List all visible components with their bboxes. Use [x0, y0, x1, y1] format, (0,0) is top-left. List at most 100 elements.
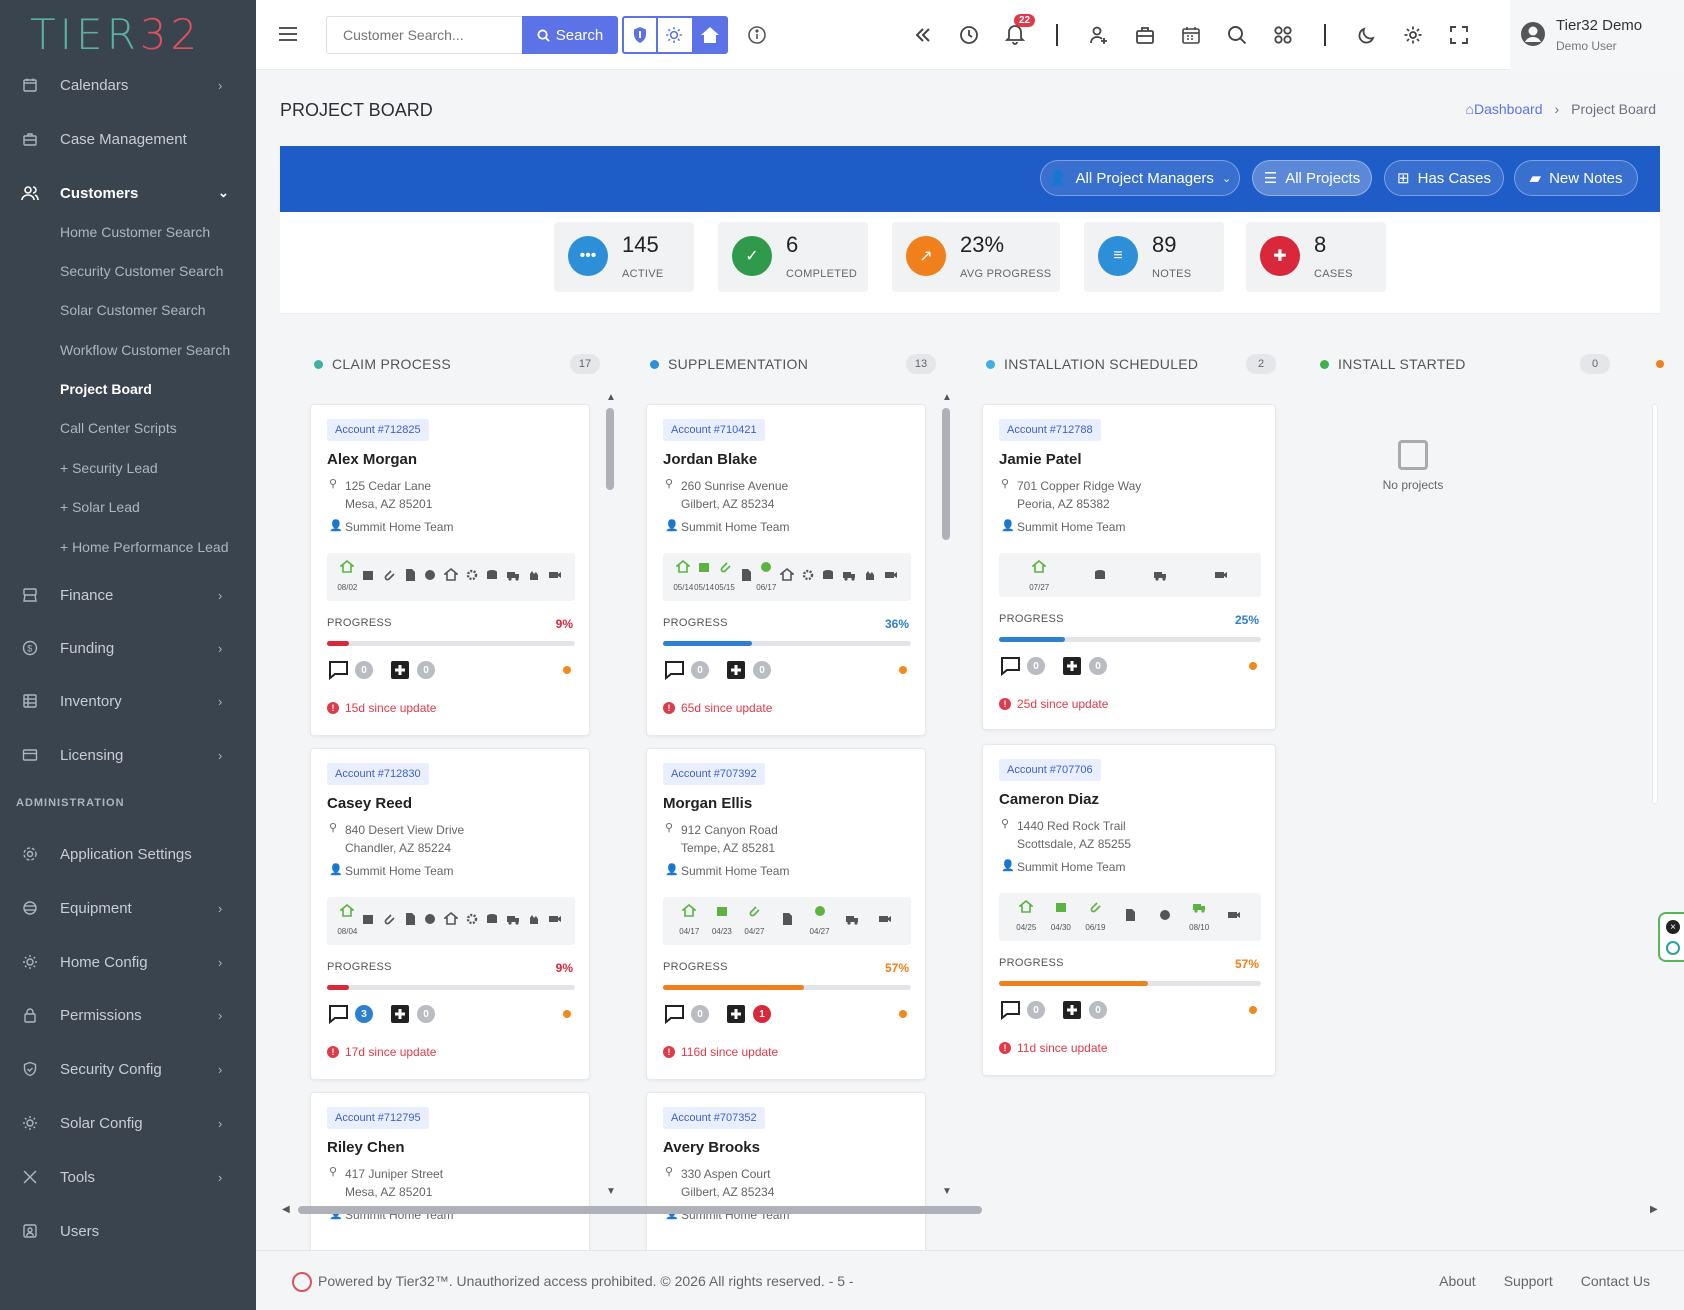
workflow-doc-icon[interactable] — [402, 911, 418, 927]
workflow-hand-icon[interactable] — [526, 567, 542, 583]
footer-contact-link[interactable]: Contact Us — [1580, 1273, 1650, 1289]
account-badge[interactable]: Account #707392 — [663, 763, 765, 785]
comment-icon[interactable] — [999, 999, 1021, 1021]
sidebar-sub-solar-lead[interactable]: + Solar Lead — [60, 499, 140, 515]
project-card[interactable]: Account #712795 Riley Chen ⚲ 417 Juniper… — [310, 1092, 590, 1274]
project-card[interactable]: Account #712825 Alex Morgan ⚲ 125 Cedar … — [310, 404, 590, 736]
sidebar-item-funding[interactable]: $ Funding › — [0, 635, 256, 661]
search-button[interactable]: Search — [522, 16, 618, 54]
workflow-db-icon[interactable] — [484, 911, 500, 927]
workflow-db-icon[interactable] — [1092, 567, 1108, 583]
sidebar-item-customers[interactable]: Customers ⌄ — [0, 180, 256, 206]
project-card[interactable]: Account #707706 Cameron Diaz ⚲ 1440 Red … — [982, 744, 1276, 1076]
workflow-cam-icon[interactable] — [883, 567, 899, 583]
workflow-truck-icon[interactable] — [1191, 899, 1207, 915]
column-scrollbar[interactable] — [942, 408, 950, 540]
user-menu[interactable]: Tier32 Demo Demo User — [1510, 0, 1684, 70]
workflow-cal-icon[interactable] — [1053, 899, 1069, 915]
case-plus-icon[interactable] — [725, 659, 747, 681]
workflow-truck-icon[interactable] — [1152, 567, 1168, 583]
workflow-home-icon[interactable] — [443, 911, 459, 927]
project-card[interactable]: Account #707392 Morgan Ellis ⚲ 912 Canyo… — [646, 748, 926, 1080]
customer-name[interactable]: Morgan Ellis — [663, 795, 753, 812]
comment-icon[interactable] — [999, 655, 1021, 677]
workflow-home-icon[interactable] — [675, 559, 691, 575]
security-mode-button[interactable] — [622, 16, 658, 54]
comment-icon[interactable] — [663, 659, 685, 681]
solar-mode-button[interactable] — [656, 16, 692, 54]
workflow-circle-icon[interactable] — [422, 567, 438, 583]
sidebar-item-case-management[interactable]: Case Management — [0, 126, 256, 152]
workflow-circle-icon[interactable] — [1157, 907, 1173, 923]
breadcrumb-dashboard-link[interactable]: ⌂Dashboard — [1465, 101, 1543, 117]
sidebar-sub-home-customer-search[interactable]: Home Customer Search — [60, 224, 211, 240]
sidebar-sub-solar-customer-search[interactable]: Solar Customer Search — [60, 302, 206, 318]
home-mode-button[interactable] — [692, 16, 728, 54]
customer-name[interactable]: Jordan Blake — [663, 451, 758, 468]
sidebar-item-equipment[interactable]: Equipment › — [0, 895, 256, 921]
comment-icon[interactable] — [327, 1003, 349, 1025]
workflow-home-icon[interactable] — [681, 903, 697, 919]
footer-support-link[interactable]: Support — [1503, 1273, 1553, 1289]
project-card[interactable]: Account #710421 Jordan Blake ⚲ 260 Sunri… — [646, 404, 926, 736]
workflow-cal-icon[interactable] — [360, 911, 376, 927]
workflow-doc-icon[interactable] — [402, 567, 418, 583]
hamburger-menu-icon[interactable] — [276, 22, 300, 46]
sidebar-sub-project-board[interactable]: Project Board — [60, 381, 152, 397]
target-icon[interactable] — [1666, 941, 1680, 955]
workflow-truck-icon[interactable] — [505, 911, 521, 927]
workflow-clip-icon[interactable] — [717, 559, 733, 575]
workflow-truck-icon[interactable] — [841, 567, 857, 583]
project-card[interactable]: Account #707352 Avery Brooks ⚲ 330 Aspen… — [646, 1092, 926, 1274]
workflow-hand-icon[interactable] — [526, 911, 542, 927]
scroll-up-icon[interactable]: ▲ — [606, 392, 616, 403]
workflow-doc-icon[interactable] — [1122, 907, 1138, 923]
workflow-truck-icon[interactable] — [505, 567, 521, 583]
workflow-clip-icon[interactable] — [381, 567, 397, 583]
sidebar-item-licensing[interactable]: Licensing › — [0, 742, 256, 768]
workflow-gear-icon[interactable] — [464, 567, 480, 583]
scroll-left-icon[interactable]: ◀ — [282, 1204, 290, 1215]
column-scrollbar[interactable] — [606, 408, 614, 490]
customer-name[interactable]: Alex Morgan — [327, 451, 418, 468]
sidebar-item-inventory[interactable]: Inventory › — [0, 688, 256, 714]
sidebar-sub-security-lead[interactable]: + Security Lead — [60, 460, 158, 476]
customer-search-input[interactable] — [326, 16, 522, 54]
customer-name[interactable]: Riley Chen — [327, 1139, 405, 1156]
gear-icon[interactable] — [1402, 24, 1424, 46]
account-badge[interactable]: Account #712825 — [327, 419, 429, 441]
tier32-logo[interactable]: TIER 32 — [30, 9, 202, 59]
workflow-hand-icon[interactable] — [862, 567, 878, 583]
new-notes-filter-button[interactable]: ▰ New Notes — [1514, 160, 1638, 196]
workflow-cam-icon[interactable] — [877, 911, 893, 927]
workflow-circle-icon[interactable] — [812, 903, 828, 919]
workflow-doc-icon[interactable] — [779, 911, 795, 927]
customer-name[interactable]: Casey Reed — [327, 795, 413, 812]
workflow-cam-icon[interactable] — [547, 911, 563, 927]
workflow-cal-icon[interactable] — [696, 559, 712, 575]
case-plus-icon[interactable] — [389, 659, 411, 681]
workflow-circle-icon[interactable] — [422, 911, 438, 927]
workflow-home-icon[interactable] — [339, 903, 355, 919]
scroll-down-icon[interactable]: ▼ — [942, 1186, 952, 1197]
all-projects-filter-button[interactable]: ☰ All Projects — [1252, 160, 1372, 196]
customer-name[interactable]: Avery Brooks — [663, 1139, 760, 1156]
workflow-gear-icon[interactable] — [464, 911, 480, 927]
workflow-truck-icon[interactable] — [844, 911, 860, 927]
workflow-cam-icon[interactable] — [1213, 567, 1229, 583]
account-badge[interactable]: Account #707352 — [663, 1107, 765, 1129]
sidebar-item-solar-config[interactable]: Solar Config › — [0, 1110, 256, 1136]
workflow-cam-icon[interactable] — [1226, 907, 1242, 923]
account-badge[interactable]: Account #707706 — [999, 759, 1101, 781]
project-card[interactable]: Account #712830 Casey Reed ⚲ 840 Desert … — [310, 748, 590, 1080]
workflow-home-icon[interactable] — [443, 567, 459, 583]
project-card[interactable]: Account #712788 Jamie Patel ⚲ 701 Copper… — [982, 404, 1276, 730]
accessibility-widget[interactable]: × — [1658, 912, 1684, 962]
workflow-clip-icon[interactable] — [381, 911, 397, 927]
workflow-circle-icon[interactable] — [758, 559, 774, 575]
sidebar-sub-call-center-scripts[interactable]: Call Center Scripts — [60, 420, 177, 436]
case-plus-icon[interactable] — [1061, 655, 1083, 677]
sidebar-item-permissions[interactable]: Permissions › — [0, 1002, 256, 1028]
case-plus-icon[interactable] — [389, 1003, 411, 1025]
workflow-clip-icon[interactable] — [746, 903, 762, 919]
